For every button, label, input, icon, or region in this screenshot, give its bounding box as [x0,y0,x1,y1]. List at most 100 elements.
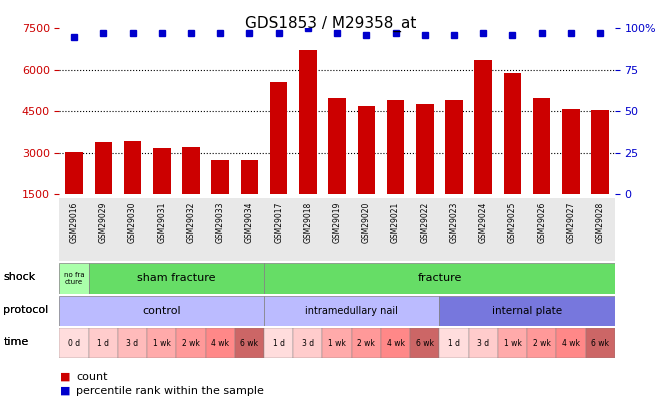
Text: internal plate: internal plate [492,306,562,316]
Text: count: count [76,372,108,382]
Text: ■: ■ [59,386,70,396]
FancyBboxPatch shape [206,328,235,358]
Text: 1 wk: 1 wk [504,339,522,348]
Text: fracture: fracture [417,273,461,283]
Bar [299,51,317,236]
Bar [387,100,405,236]
Bar [475,60,492,236]
FancyBboxPatch shape [323,328,352,358]
Text: GSM29025: GSM29025 [508,202,517,243]
FancyBboxPatch shape [59,263,89,294]
Bar [182,147,200,236]
Text: 3 d: 3 d [126,339,139,348]
Text: sham fracture: sham fracture [137,273,215,283]
FancyBboxPatch shape [59,328,89,358]
FancyBboxPatch shape [264,263,615,294]
Bar [358,106,375,236]
Text: time: time [3,337,28,347]
Text: 1 d: 1 d [97,339,109,348]
Text: intramedullary nail: intramedullary nail [305,306,398,316]
FancyBboxPatch shape [352,328,381,358]
FancyBboxPatch shape [527,328,557,358]
Text: GSM29016: GSM29016 [69,202,79,243]
FancyBboxPatch shape [440,328,469,358]
Text: GSM29034: GSM29034 [245,202,254,243]
Text: GSM29023: GSM29023 [449,202,459,243]
FancyBboxPatch shape [557,328,586,358]
Text: 4 wk: 4 wk [387,339,405,348]
Text: GSM29031: GSM29031 [157,202,167,243]
Text: GSM29026: GSM29026 [537,202,546,243]
Text: GSM29022: GSM29022 [420,202,429,243]
FancyBboxPatch shape [176,328,206,358]
FancyBboxPatch shape [59,296,264,326]
Text: protocol: protocol [3,305,48,315]
Bar [329,98,346,236]
Bar [65,151,83,236]
Text: GSM29020: GSM29020 [362,202,371,243]
Bar [270,82,288,236]
Text: 3 d: 3 d [477,339,489,348]
FancyBboxPatch shape [381,328,410,358]
Text: 1 wk: 1 wk [328,339,346,348]
FancyBboxPatch shape [89,328,118,358]
Text: GSM29021: GSM29021 [391,202,400,243]
Text: 4 wk: 4 wk [562,339,580,348]
Text: ■: ■ [59,372,70,382]
Text: protocol: protocol [3,305,48,315]
Text: GSM29019: GSM29019 [332,202,342,243]
Text: GDS1853 / M29358_at: GDS1853 / M29358_at [245,16,416,32]
FancyBboxPatch shape [147,328,176,358]
Text: GSM29018: GSM29018 [303,202,313,243]
Text: 2 wk: 2 wk [182,339,200,348]
Text: 4 wk: 4 wk [212,339,229,348]
Bar [153,148,171,236]
Text: 3 d: 3 d [302,339,314,348]
Bar [504,72,522,236]
Text: GSM29028: GSM29028 [596,202,605,243]
Text: 2 wk: 2 wk [533,339,551,348]
Text: 6 wk: 6 wk [416,339,434,348]
FancyBboxPatch shape [410,328,440,358]
Text: GSM29027: GSM29027 [566,202,575,243]
FancyBboxPatch shape [469,328,498,358]
FancyBboxPatch shape [235,328,264,358]
Text: 0 d: 0 d [68,339,80,348]
Text: GSM29017: GSM29017 [274,202,283,243]
FancyBboxPatch shape [498,328,527,358]
Text: percentile rank within the sample: percentile rank within the sample [76,386,264,396]
Bar [533,98,551,236]
Text: 6 wk: 6 wk [591,339,609,348]
Bar [592,110,609,236]
Bar [446,100,463,236]
Bar [95,143,112,236]
Text: GSM29030: GSM29030 [128,202,137,243]
Text: no fra
cture: no fra cture [64,272,85,285]
Bar [562,109,580,236]
Bar [416,104,434,236]
Text: 6 wk: 6 wk [241,339,258,348]
Text: shock: shock [3,273,36,282]
FancyBboxPatch shape [440,296,615,326]
FancyBboxPatch shape [118,328,147,358]
Bar [241,160,258,236]
Text: GSM29032: GSM29032 [186,202,196,243]
Text: GSM29029: GSM29029 [99,202,108,243]
FancyBboxPatch shape [293,328,323,358]
Text: 1 d: 1 d [448,339,460,348]
Bar [124,141,141,236]
FancyBboxPatch shape [264,328,293,358]
Text: control: control [143,306,181,316]
Text: 2 wk: 2 wk [358,339,375,348]
Bar [212,160,229,236]
FancyBboxPatch shape [264,296,440,326]
Text: GSM29024: GSM29024 [479,202,488,243]
FancyBboxPatch shape [89,263,264,294]
FancyBboxPatch shape [586,328,615,358]
Text: shock: shock [3,273,36,282]
Text: GSM29033: GSM29033 [215,202,225,243]
Text: 1 wk: 1 wk [153,339,171,348]
FancyBboxPatch shape [59,198,615,261]
Text: time: time [3,337,28,347]
Text: 1 d: 1 d [273,339,285,348]
